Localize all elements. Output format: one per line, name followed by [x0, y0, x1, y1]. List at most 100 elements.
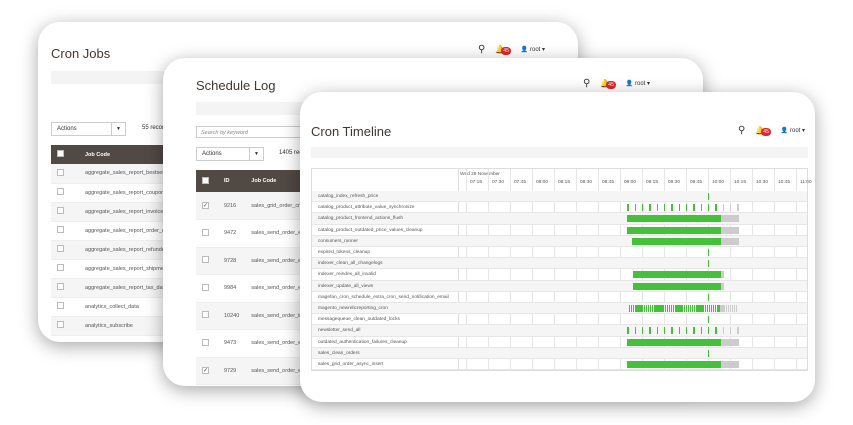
job-run-tick[interactable] [671, 327, 673, 335]
job-run-tick[interactable] [657, 305, 659, 312]
job-run-tick[interactable] [644, 305, 646, 312]
actions-select[interactable]: Actions ▼ [51, 122, 126, 136]
job-run-tick[interactable] [642, 327, 644, 335]
job-run-tick[interactable] [627, 204, 629, 212]
job-run-tick[interactable] [664, 327, 666, 335]
job-run-tick[interactable] [665, 305, 667, 312]
job-run-tick[interactable] [627, 327, 629, 335]
job-run-tick[interactable] [656, 327, 658, 335]
job-run-tick[interactable] [645, 305, 648, 312]
job-run-tick[interactable] [632, 305, 634, 312]
job-run-tick[interactable] [708, 305, 711, 312]
job-run-tick[interactable] [655, 305, 657, 312]
job-run-tick[interactable] [634, 305, 636, 312]
job-run-tick[interactable] [649, 305, 652, 312]
job-run-tick[interactable] [682, 305, 684, 312]
job-run-tick[interactable] [731, 305, 734, 312]
row-checkbox[interactable] [202, 283, 209, 291]
job-run-marker[interactable] [707, 316, 709, 324]
row-checkbox[interactable]: ✓ [202, 202, 209, 209]
search-icon[interactable]: ⚲ [583, 78, 591, 89]
job-run-marker[interactable] [707, 193, 709, 200]
row-checkbox[interactable] [57, 226, 64, 233]
job-run-tick[interactable] [687, 305, 690, 312]
job-run-tick[interactable] [727, 305, 730, 312]
job-run-tick[interactable] [630, 305, 632, 312]
job-run-tick[interactable] [659, 305, 661, 312]
job-run-tick[interactable] [653, 305, 655, 312]
job-run-tick[interactable] [691, 305, 694, 312]
job-run-tick[interactable] [678, 204, 680, 212]
job-run-tick[interactable] [697, 305, 699, 312]
job-run-tick[interactable] [737, 204, 739, 212]
job-run-tick[interactable] [693, 204, 695, 212]
search-icon[interactable]: ⚲ [478, 44, 486, 55]
job-run-tick[interactable] [700, 327, 702, 335]
job-run-tick[interactable] [730, 327, 732, 335]
actions-select[interactable]: Actions ▼ [196, 147, 264, 161]
search-input[interactable]: Search by keyword [196, 126, 306, 138]
job-run-tick[interactable] [656, 204, 658, 212]
job-run-tick[interactable] [703, 305, 705, 312]
row-checkbox[interactable] [57, 321, 64, 328]
row-checkbox[interactable] [57, 283, 64, 290]
job-run-tick[interactable] [701, 305, 703, 312]
row-checkbox[interactable]: ✓ [202, 367, 209, 375]
row-checkbox[interactable] [202, 338, 209, 346]
job-run-tick[interactable] [722, 204, 724, 212]
job-run-tick[interactable] [647, 305, 650, 312]
job-run-bar[interactable] [633, 271, 722, 279]
bell-icon[interactable]: 🔔45 [600, 79, 616, 89]
job-run-tick[interactable] [661, 305, 663, 312]
job-pending-bar[interactable] [721, 226, 739, 234]
job-run-tick[interactable] [628, 305, 631, 312]
row-checkbox[interactable] [57, 188, 64, 195]
job-run-tick[interactable] [663, 305, 665, 312]
job-run-tick[interactable] [666, 305, 669, 312]
job-run-tick[interactable] [689, 305, 692, 312]
job-pending-bar[interactable] [721, 338, 739, 346]
job-run-tick[interactable] [636, 305, 638, 312]
job-run-tick[interactable] [722, 305, 724, 312]
job-run-tick[interactable] [693, 327, 695, 335]
row-checkbox[interactable] [57, 245, 64, 252]
job-run-tick[interactable] [712, 305, 714, 312]
job-run-tick[interactable] [722, 327, 724, 335]
job-run-tick[interactable] [730, 204, 732, 212]
job-pending-bar[interactable] [721, 237, 739, 245]
job-run-tick[interactable] [649, 204, 651, 212]
job-pending-bar[interactable] [721, 361, 739, 368]
bell-icon[interactable]: 🔔45 [755, 126, 771, 136]
job-run-tick[interactable] [668, 305, 671, 312]
job-run-tick[interactable] [649, 327, 651, 335]
job-run-tick[interactable] [670, 305, 673, 312]
job-run-tick[interactable] [710, 305, 713, 312]
job-run-tick[interactable] [678, 327, 680, 335]
job-run-tick[interactable] [716, 305, 718, 312]
job-run-tick[interactable] [737, 327, 739, 335]
job-run-bar[interactable] [631, 237, 722, 245]
job-run-tick[interactable] [686, 327, 688, 335]
job-pending-bar[interactable] [721, 282, 725, 290]
row-checkbox[interactable] [57, 168, 64, 176]
job-run-tick[interactable] [634, 204, 636, 212]
job-run-tick[interactable] [671, 204, 673, 212]
job-run-marker[interactable] [707, 349, 709, 357]
job-pending-bar[interactable] [721, 215, 739, 223]
job-run-tick[interactable] [640, 305, 642, 312]
user-menu[interactable]: 👤 root ▾ [625, 81, 651, 87]
job-run-tick[interactable] [672, 305, 674, 312]
job-run-tick[interactable] [700, 204, 702, 212]
job-run-bar[interactable] [627, 338, 722, 346]
row-checkbox[interactable] [202, 228, 209, 236]
job-run-tick[interactable] [699, 305, 701, 312]
job-run-tick[interactable] [705, 305, 707, 312]
job-run-tick[interactable] [726, 305, 728, 312]
row-checkbox[interactable] [202, 256, 209, 264]
job-pending-bar[interactable] [721, 271, 725, 279]
job-run-tick[interactable] [674, 305, 676, 312]
job-run-tick[interactable] [720, 305, 722, 312]
row-checkbox[interactable] [202, 311, 209, 319]
job-run-marker[interactable] [707, 249, 709, 256]
job-run-tick[interactable] [634, 327, 636, 335]
